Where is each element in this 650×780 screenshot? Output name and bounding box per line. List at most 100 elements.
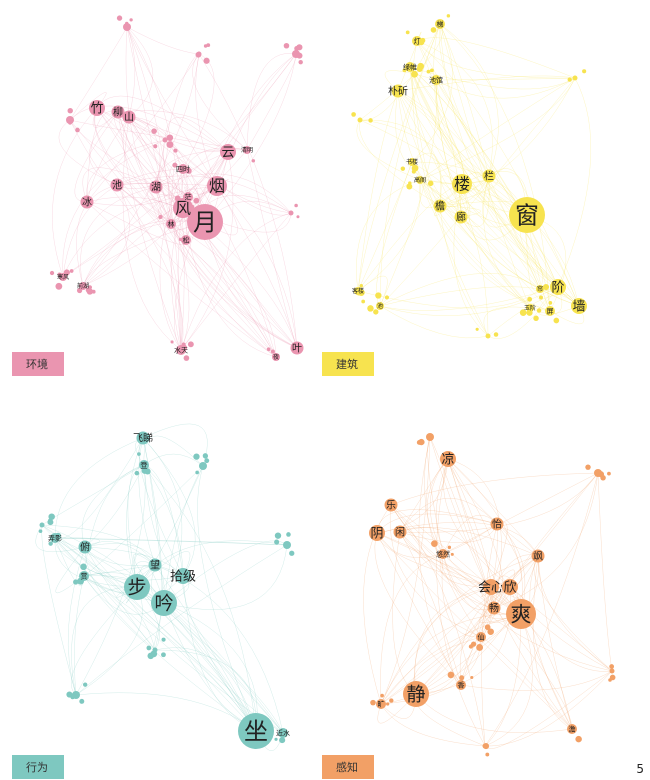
network-edge [117,110,248,151]
satellite-dot [536,308,542,313]
network-edge [480,636,573,730]
network-node [438,549,448,559]
network-edge [435,79,490,177]
satellite-dot [158,214,163,220]
network-node [476,632,486,642]
network-edge [389,504,482,638]
network-node [78,540,92,554]
network-edge [163,602,258,732]
network-edge [416,37,576,79]
satellite-dot [187,341,194,348]
network-edge [125,26,172,225]
network-edge [399,523,498,543]
network-edge [83,575,257,732]
network-edge [126,26,172,225]
network-edge [198,53,298,349]
satellite-dot [389,698,394,703]
network-edge [143,435,204,467]
network-edge [117,111,184,209]
network-edge [117,111,277,358]
network-edge [481,523,498,747]
network-edge [376,532,573,730]
network-edge [379,286,559,311]
network-edge [379,273,541,307]
satellite-dot [161,652,166,658]
satellite-dot [430,27,437,33]
network-edge [533,555,613,672]
network-edge [180,212,292,351]
network-edge [71,586,138,696]
network-edge [163,465,204,604]
network-node [594,469,602,477]
network-node [136,431,150,445]
network-edge [379,23,441,307]
network-edge [484,613,522,747]
network-edge [439,205,580,307]
satellite-dot [55,282,63,290]
node-label: 林 [168,219,175,228]
legend-swatch [12,352,64,376]
network-edge [409,66,559,288]
satellite-dot [370,699,376,706]
satellite-dot [527,296,533,302]
node-label: 茫 [185,192,192,201]
satellite-dot [195,470,199,475]
network-edge [435,77,576,81]
network-edge [117,111,189,198]
satellite-dot [80,563,87,571]
network-edge [409,66,528,216]
satellite-dot [548,301,553,305]
network-node [416,176,424,184]
satellite-dot [203,57,210,64]
edge-layer [52,26,298,358]
network-edge [138,437,184,577]
network-edge [490,586,573,730]
node-label: 绿帷 [403,62,417,71]
network-edge [376,532,462,686]
network-edge [82,219,206,287]
network-edge [359,119,462,218]
satellite-dot [411,70,418,78]
node-label: 静 [406,684,425,706]
network-edge [163,602,284,734]
node-label: 寒风 [57,273,69,281]
network-edge [155,186,298,349]
network-edge [170,223,277,358]
network-edge [71,586,138,696]
network-node [440,451,456,467]
network-node [384,498,398,512]
network-edge [128,116,298,349]
satellite-dot [129,18,133,22]
network-node [173,198,193,218]
network-edge [418,436,462,686]
network-edge [54,537,257,732]
network-edge [86,139,166,203]
satellite-dot [85,287,92,293]
network-node [243,146,251,154]
satellite-dot [470,675,474,680]
network-edge [96,107,184,209]
node-label: 乐 [386,500,396,512]
network-node [435,19,445,29]
network-node [272,353,280,361]
network-edge [163,540,288,604]
network-node [482,169,496,183]
network-node [571,298,587,314]
network-edge [363,504,392,705]
network-edge [54,437,144,539]
network-edge [439,23,559,288]
satellite-dot [279,737,286,744]
network-edge [84,546,156,567]
network-edge [155,53,200,188]
network-edge [55,546,86,594]
network-edge [168,163,184,225]
network-node [72,691,80,699]
satellite-dot [75,127,80,133]
node-label: 赏 [81,571,88,580]
network-edge [82,221,206,287]
node-label: 旷 [378,699,385,708]
network-node [531,549,545,563]
network-edge [86,201,277,358]
network-node [152,647,158,653]
network-node [506,599,536,629]
